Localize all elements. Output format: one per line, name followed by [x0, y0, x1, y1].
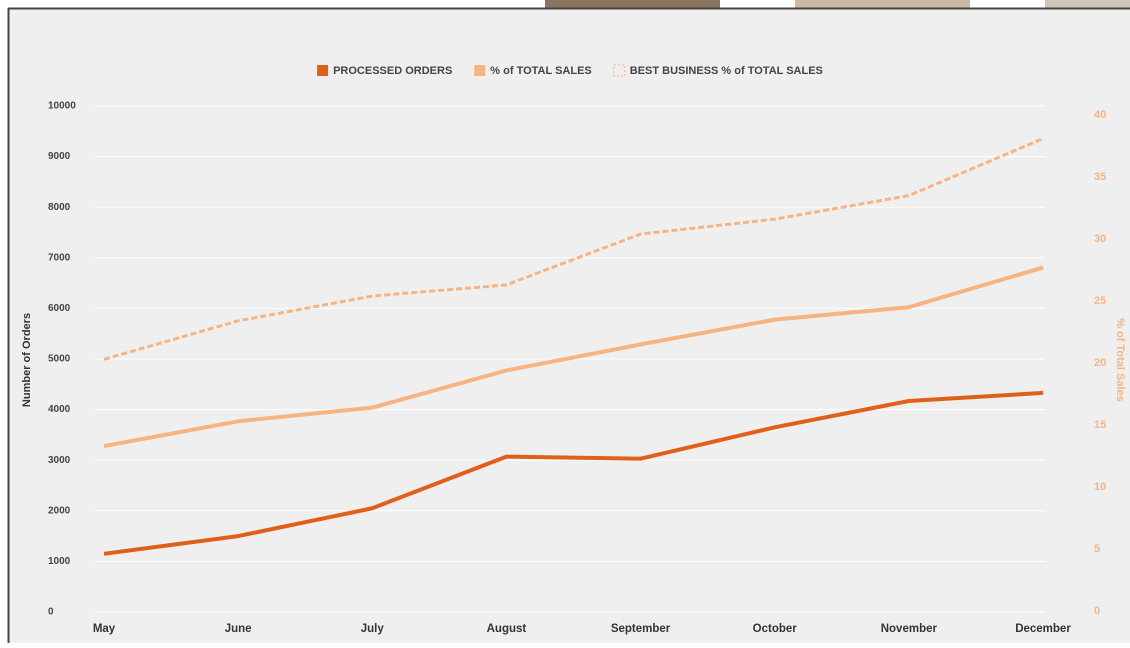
legend-label: PROCESSED ORDERS: [333, 65, 452, 77]
y2-tick-label: 35: [1094, 171, 1106, 183]
y2-tick-label: 15: [1094, 419, 1106, 431]
y-tick-label: 8000: [48, 202, 71, 213]
series-line: [103, 265, 1044, 449]
y2-tick-label: 0: [1094, 605, 1100, 617]
thumbnail: [545, 0, 720, 8]
y2-tick-label: 25: [1094, 295, 1106, 307]
legend-label: % of TOTAL SALES: [490, 65, 591, 77]
y-tick-label: 2000: [48, 505, 71, 516]
legend-swatch: [317, 65, 329, 76]
thumbnail: [795, 0, 970, 8]
y-tick-label: 4000: [48, 404, 71, 415]
lines: [103, 137, 1044, 556]
y-tick-label: 6000: [48, 303, 71, 314]
x-tick-label: July: [361, 623, 385, 635]
series-line: [103, 390, 1044, 556]
x-tick-label: September: [611, 623, 671, 635]
x-tick-label: June: [225, 623, 252, 635]
x-tick-label: October: [753, 623, 798, 635]
legend: PROCESSED ORDERS % of TOTAL SALES BEST BUS…: [317, 64, 823, 77]
x-tick-label: December: [1015, 623, 1071, 635]
y2-axis-label: % of Total Sales: [1114, 318, 1126, 402]
y-tick-label: 5000: [48, 354, 71, 365]
y-tick-label: 10000: [48, 101, 76, 112]
thumbnail: [1045, 0, 1130, 8]
legend-swatch: [474, 65, 486, 76]
x-tick-label: August: [487, 623, 527, 635]
y2-tick-label: 5: [1094, 543, 1100, 555]
y-tick-label: 1000: [48, 556, 71, 567]
y-tick-label: 3000: [48, 455, 71, 466]
y-tick-label: 7000: [48, 252, 71, 263]
y2-tick-label: 10: [1094, 481, 1106, 493]
y-axis-label: Number of Orders: [21, 313, 33, 407]
legend-label: BEST BUSINESS % of TOTAL SALES: [630, 65, 823, 77]
x-tick-label: May: [93, 623, 116, 635]
y2-tick-label: 20: [1094, 357, 1106, 369]
series-line: [103, 137, 1044, 361]
y-tick-label: 9000: [48, 151, 71, 162]
y2-tick-label: 30: [1094, 233, 1106, 245]
legend-swatch: [613, 64, 626, 77]
x-tick-label: November: [881, 623, 938, 635]
y2-tick-label: 40: [1094, 109, 1106, 121]
y-tick-label: 0: [48, 607, 54, 618]
chart-panel: [9, 9, 1130, 643]
